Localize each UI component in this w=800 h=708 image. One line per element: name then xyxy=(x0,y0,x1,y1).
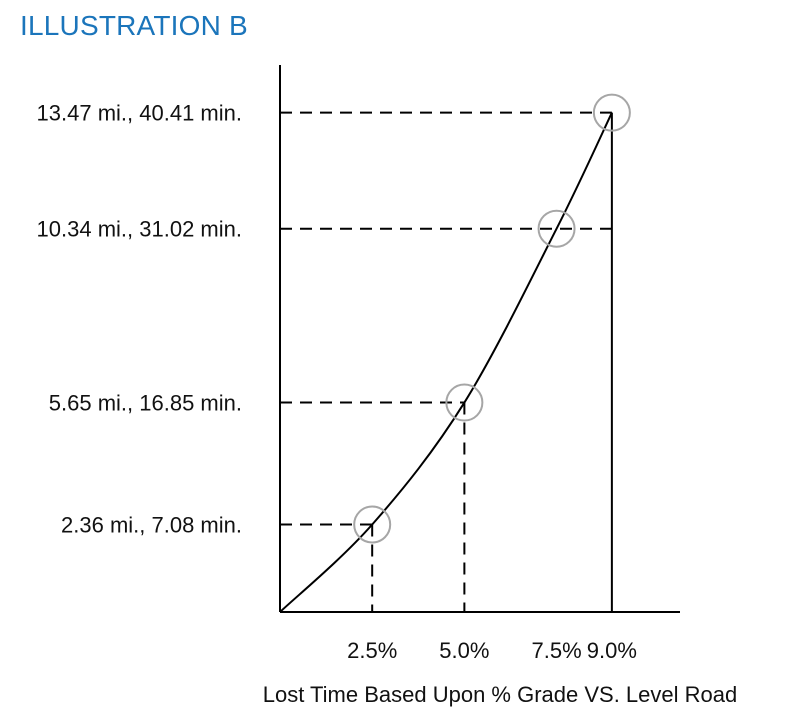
point-label: 5.65 mi., 16.85 min. xyxy=(49,391,242,416)
point-marker xyxy=(353,505,392,544)
point-marker xyxy=(445,383,484,422)
point-label: 13.47 mi., 40.41 min. xyxy=(37,101,242,126)
x-axis-title: Lost Time Based Upon % Grade VS. Level R… xyxy=(263,682,737,707)
curve-layer xyxy=(279,112,613,613)
point-label: 2.36 mi., 7.08 min. xyxy=(61,513,242,538)
x-tick-labels: 2.5% 5.0% 7.5% 9.0% xyxy=(347,638,637,663)
point-marker xyxy=(592,93,631,132)
point-labels: 2.36 mi., 7.08 min. 5.65 mi., 16.85 min. 1… xyxy=(37,101,242,538)
x-tick-label: 2.5% xyxy=(347,638,397,663)
guide-lines xyxy=(280,111,613,612)
page-title: ILLUSTRATION B xyxy=(20,10,248,41)
point-markers xyxy=(353,93,631,544)
x-tick-label: 7.5% xyxy=(531,638,581,663)
axes xyxy=(279,65,680,613)
point-label: 10.34 mi., 31.02 min. xyxy=(37,217,242,242)
point-marker xyxy=(537,209,576,248)
data-curve xyxy=(279,112,613,613)
x-tick-label: 5.0% xyxy=(439,638,489,663)
x-tick-label: 9.0% xyxy=(587,638,637,663)
